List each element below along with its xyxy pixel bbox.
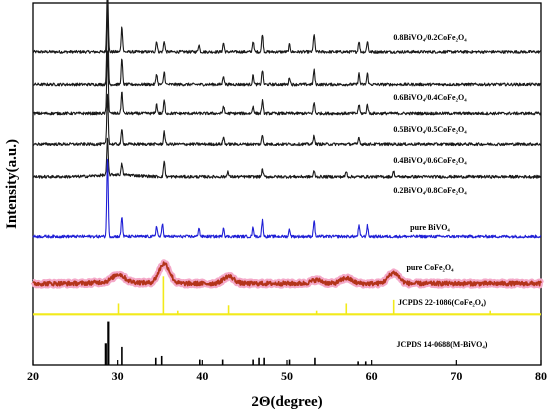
series-5 [32, 158, 542, 239]
series-6 [30, 259, 544, 289]
reference-label: JCPDS 22-1086(CoFe₂O₄) [398, 298, 486, 307]
series-label: 0.5BiVO₄/0.5CoFe₂O₄ [393, 125, 467, 134]
plot-frame [32, 2, 542, 366]
series-2 [32, 50, 542, 116]
x-axis-label: 2Θ(degree) [251, 394, 322, 410]
x-tick-label: 70 [450, 369, 462, 383]
x-tick-label: 60 [366, 369, 378, 383]
series-label: 0.2BiVO₄/0.8CoFe₂O₄ [393, 186, 467, 195]
series-line [32, 4, 542, 87]
reference-pattern-0 [33, 276, 541, 316]
series-label: pure BiVO₄ [410, 223, 450, 232]
series-label: pure CoFe₂O₄ [406, 263, 454, 272]
series-0 [32, 0, 542, 54]
series-line [32, 158, 542, 239]
x-tick-label: 30 [112, 369, 124, 383]
reference-pattern-1 [104, 321, 367, 365]
series-label: 0.6BiVO₄/0.4CoFe₂O₄ [393, 93, 467, 102]
x-tick-label: 50 [281, 369, 293, 383]
x-tick-label: 80 [535, 369, 547, 383]
series-line [32, 0, 542, 54]
series-labels: 0.8BiVO₄/0.2CoFe₂O₄ 0.6BiVO₄/0.4CoFe₂O₄ 0.… [393, 33, 487, 349]
series-line [32, 137, 542, 179]
reference-label: JCPDS 14-0688(M-BiVO₄) [397, 340, 488, 349]
series-3 [32, 93, 542, 147]
y-axis-label: Intensity(a.u.) [4, 139, 20, 229]
x-axis-ticks: 20 30 40 50 60 70 80 [27, 360, 547, 383]
series-1 [32, 4, 542, 87]
x-tick-label: 20 [27, 369, 39, 383]
series-layer [30, 0, 544, 365]
series-label: 0.4BiVO₄/0.6CoFe₂O₄ [393, 156, 467, 165]
x-tick-label: 40 [196, 369, 208, 383]
series-label: 0.8BiVO₄/0.2CoFe₂O₄ [393, 33, 467, 42]
series-line [32, 261, 542, 287]
series-4 [32, 137, 542, 179]
series-line [32, 50, 542, 116]
series-line [32, 93, 542, 147]
